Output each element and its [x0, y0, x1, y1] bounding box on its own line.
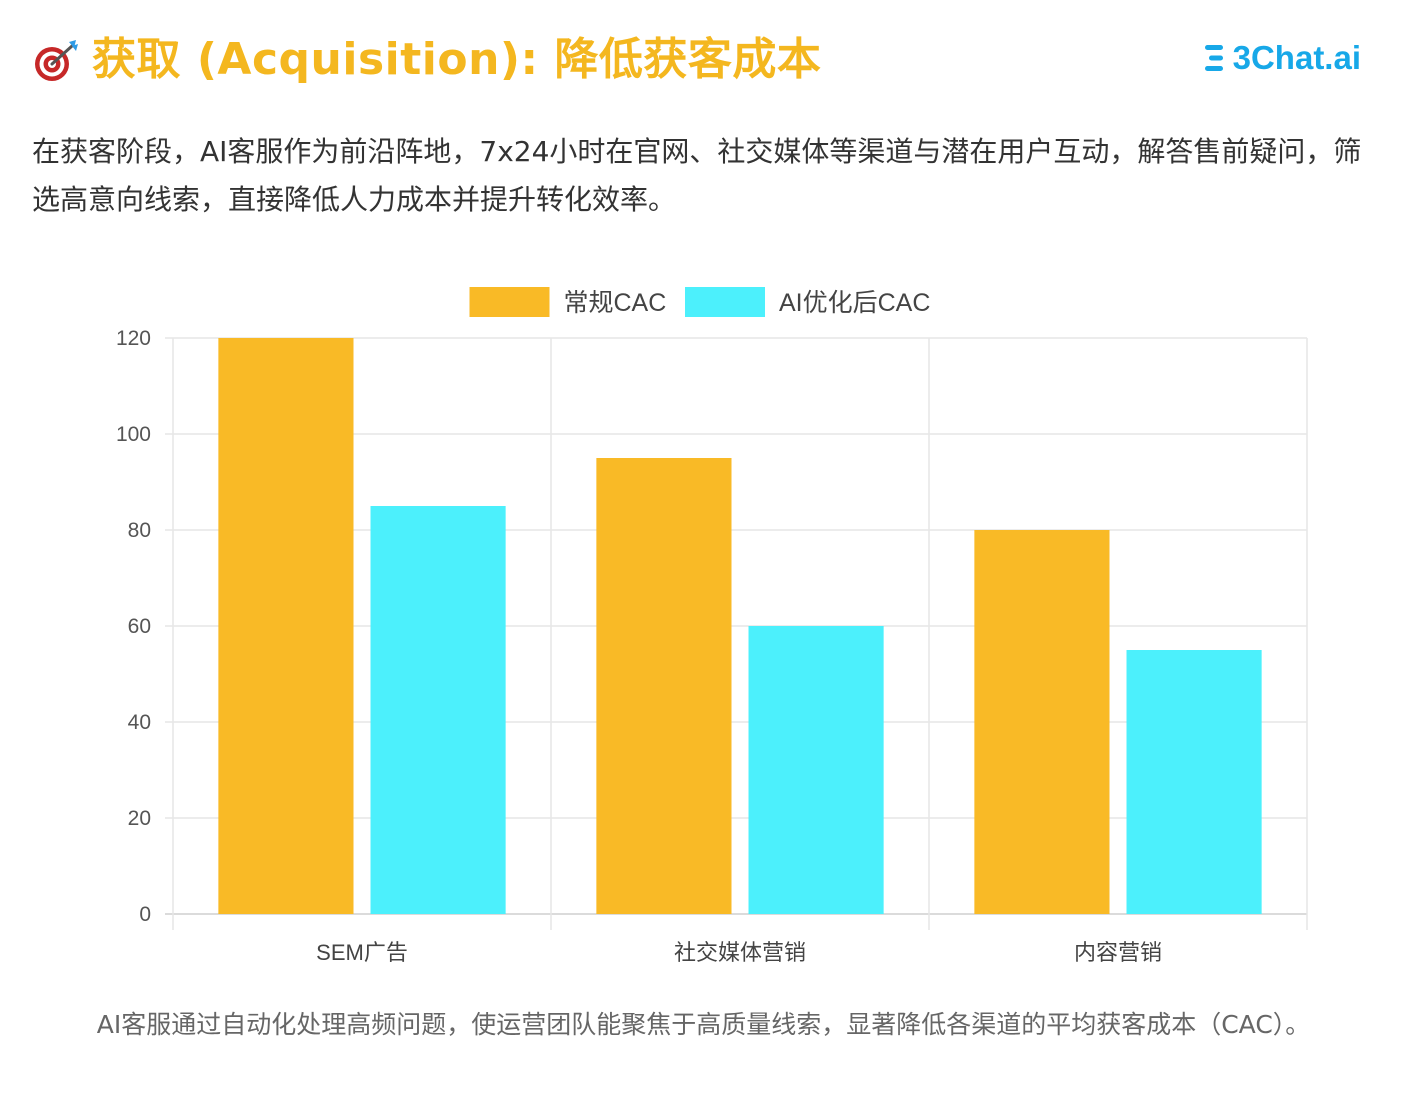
y-tick-label: 60: [128, 615, 151, 638]
y-tick-label: 0: [139, 903, 151, 926]
brand-name: 3Chat.ai: [1232, 39, 1361, 76]
x-tick-label: 内容营销: [1074, 940, 1162, 965]
cac-bar-chart: 0 20 40 60 80 100 120 SEM广告 社交媒体营销 内容营销 常规CAC AI优化后…: [0, 270, 1407, 990]
y-tick-label: 120: [116, 327, 151, 350]
y-tick-label: 20: [128, 807, 151, 830]
target-dart-icon: [32, 36, 80, 84]
bar-regular-cac: [218, 338, 354, 914]
y-tick-label: 40: [128, 711, 151, 734]
chart-caption: AI客服通过自动化处理高频问题，使运营团队能聚焦于高质量线索，显著降低各渠道的平…: [96, 1010, 1311, 1039]
three-bars-icon: [1203, 42, 1227, 74]
legend-swatch: [469, 287, 550, 317]
bar-regular-cac: [974, 530, 1110, 914]
brand-logo: 3Chat.ai: [1203, 38, 1361, 78]
y-tick-label: 100: [116, 423, 151, 446]
x-tick-label: 社交媒体营销: [674, 940, 806, 965]
x-tick-label: SEM广告: [316, 940, 408, 965]
bar-ai-cac: [748, 626, 884, 914]
bar-regular-cac: [596, 458, 732, 914]
legend-label: AI优化后CAC: [779, 289, 930, 317]
intro-paragraph: 在获客阶段，AI客服作为前沿阵地，7x24小时在官网、社交媒体等渠道与潜在用户互…: [32, 135, 1362, 216]
bar-ai-cac: [370, 506, 506, 914]
header: 获取 (Acquisition): 降低获客成本 3Chat.ai: [32, 30, 1361, 94]
chart-svg: 0 20 40 60 80 100 120 SEM广告 社交媒体营销 内容营销 常规CAC AI优化后…: [116, 287, 1308, 965]
legend-label: 常规CAC: [564, 289, 667, 317]
page-title-text: 获取 (Acquisition): 降低获客成本: [92, 34, 822, 85]
bar-ai-cac: [1126, 650, 1262, 914]
page-title: 获取 (Acquisition): 降低获客成本: [32, 30, 821, 90]
y-tick-label: 80: [128, 519, 151, 542]
legend-swatch: [685, 287, 765, 317]
